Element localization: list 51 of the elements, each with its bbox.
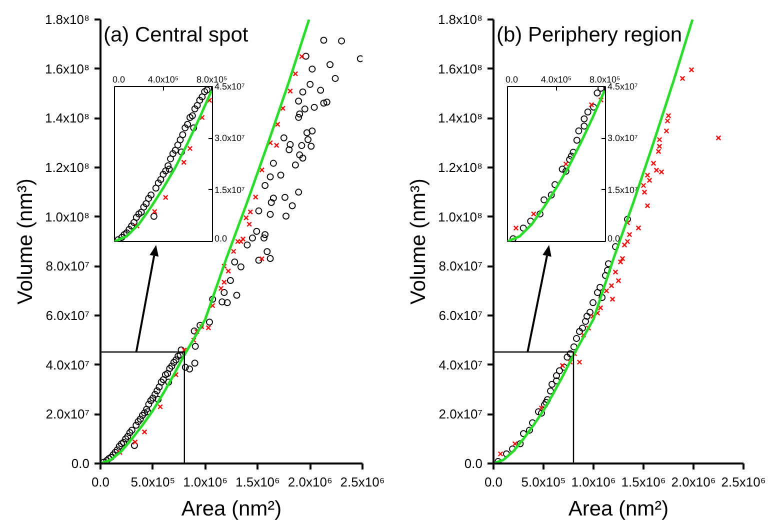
x-axis-title: Area (nm²) bbox=[181, 498, 282, 520]
y-tick-label: 1.6x10⁸ bbox=[44, 61, 90, 76]
y-tick-label: 1.6x10⁸ bbox=[438, 61, 483, 76]
y-tick-label: 0.0 bbox=[464, 456, 483, 471]
y-axis-title: Volume (nm³) bbox=[14, 178, 37, 305]
y-tick-label: 0.0 bbox=[214, 234, 228, 244]
x-tick-label: 1.5x10⁶ bbox=[236, 474, 280, 490]
x-tick-label: 2.5x10⁶ bbox=[340, 474, 385, 490]
y-tick-label: 1.4x10⁸ bbox=[44, 110, 90, 126]
y-tick-label: 2.0x10⁷ bbox=[46, 406, 90, 422]
y-axis-title: Volume (nm³) bbox=[406, 178, 430, 305]
y-tick-label: 1.8x10⁸ bbox=[44, 12, 90, 27]
x-tick-label: 4.0x10⁵ bbox=[148, 74, 179, 84]
y-tick-label: 1.4x10⁸ bbox=[438, 110, 483, 126]
y-tick-label: 6.0x10⁷ bbox=[46, 308, 90, 323]
y-tick-label: 3.0x10⁷ bbox=[214, 133, 245, 144]
y-tick-label: 4.0x10⁷ bbox=[438, 357, 483, 372]
x-tick-label: 8.0x10⁵ bbox=[196, 74, 228, 84]
y-tick-label: 4.0x10⁷ bbox=[46, 357, 90, 372]
y-tick-label: 1.0x10⁸ bbox=[44, 209, 90, 224]
x-tick-label: 0.0 bbox=[91, 474, 110, 490]
chart-title: (a) Central spot bbox=[104, 24, 248, 46]
x-tick-label: 1.0x10⁶ bbox=[183, 474, 228, 490]
x-tick-label: 5.0x10⁵ bbox=[521, 474, 566, 490]
x-axis-title: Area (nm²) bbox=[568, 498, 669, 520]
y-tick-label: 6.0x10⁷ bbox=[438, 308, 483, 323]
x-tick-label: 0.0 bbox=[484, 474, 503, 490]
y-tick-label: 1.0x10⁸ bbox=[438, 209, 483, 224]
y-tick-label: 0.0 bbox=[608, 234, 620, 244]
x-tick-label: 2.0x10⁶ bbox=[671, 474, 716, 490]
y-tick-label: 1.2x10⁸ bbox=[438, 160, 483, 175]
x-tick-label: 8.0x10⁵ bbox=[590, 74, 621, 84]
y-tick-label: 1.8x10⁸ bbox=[438, 12, 483, 27]
x-tick-label: 1.5x10⁶ bbox=[621, 474, 666, 490]
chart-title: (b) Periphery region bbox=[496, 24, 682, 46]
x-tick-label: 5.0x10⁵ bbox=[130, 474, 176, 490]
y-tick-label: 8.0x10⁷ bbox=[438, 258, 483, 274]
y-tick-label: 2.0x10⁷ bbox=[438, 406, 483, 422]
y-tick-label: 3.0x10⁷ bbox=[608, 133, 638, 144]
x-tick-label: 2.5x10⁶ bbox=[721, 474, 766, 490]
y-tick-label: 4.5x10⁷ bbox=[608, 82, 638, 92]
y-tick-label: 1.2x10⁸ bbox=[44, 160, 90, 175]
x-tick-label: 0.0 bbox=[506, 74, 518, 84]
x-tick-label: 1.0x10⁶ bbox=[571, 474, 616, 490]
y-tick-label: 4.5x10⁷ bbox=[214, 82, 245, 92]
y-tick-label: 8.0x10⁷ bbox=[46, 258, 90, 274]
y-tick-label: 1.5x10⁷ bbox=[214, 184, 245, 195]
x-tick-label: 2.0x10⁶ bbox=[288, 474, 332, 490]
y-tick-label: 0.0 bbox=[71, 456, 90, 471]
x-tick-label: 0.0 bbox=[112, 74, 126, 84]
x-tick-label: 4.0x10⁵ bbox=[540, 74, 572, 84]
